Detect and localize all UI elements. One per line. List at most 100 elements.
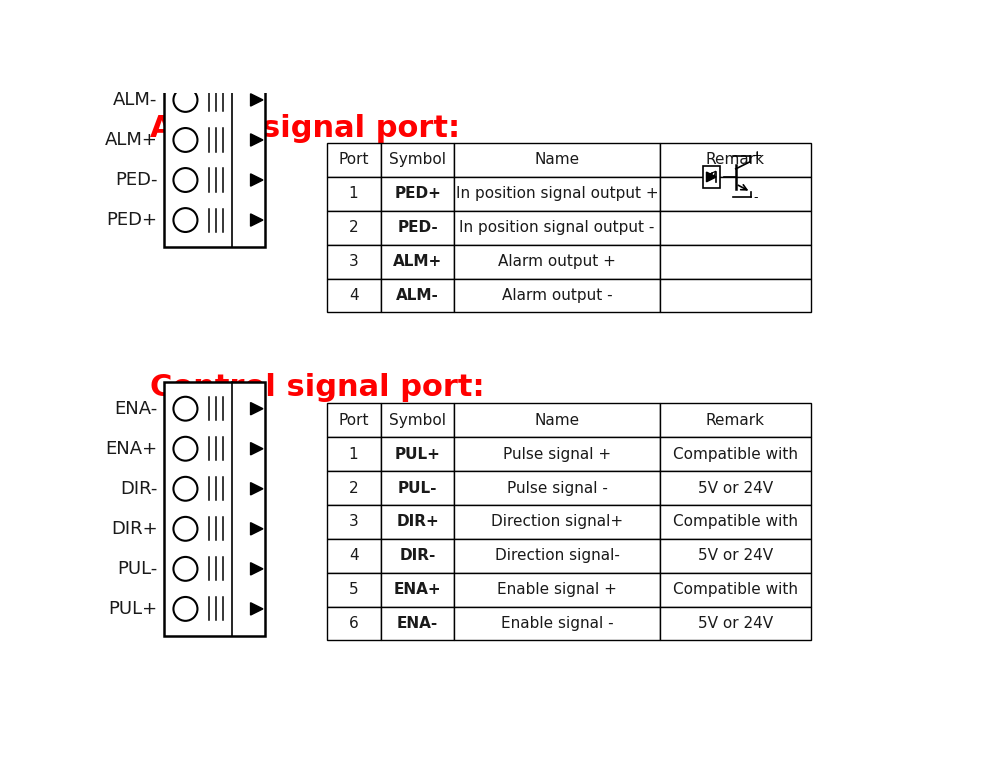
- Text: 5V or 24V: 5V or 24V: [698, 480, 773, 495]
- Text: ENA-: ENA-: [397, 616, 438, 631]
- Bar: [454, 505, 660, 539]
- Polygon shape: [251, 214, 263, 226]
- Bar: [660, 143, 811, 177]
- Text: Enable signal -: Enable signal -: [501, 616, 613, 631]
- Bar: [381, 471, 454, 505]
- Circle shape: [173, 397, 197, 421]
- Bar: [326, 505, 381, 539]
- Text: 6: 6: [349, 616, 358, 631]
- Text: Alarm output +: Alarm output +: [498, 254, 616, 269]
- Text: PUL-: PUL-: [398, 480, 437, 495]
- Text: 1: 1: [349, 446, 358, 462]
- Bar: [660, 505, 811, 539]
- Text: Compatible with: Compatible with: [673, 515, 798, 529]
- Text: 2: 2: [349, 220, 358, 236]
- Text: Compatible with: Compatible with: [673, 582, 798, 598]
- Bar: [454, 177, 660, 211]
- Text: PED+: PED+: [394, 186, 441, 202]
- Text: 1: 1: [349, 186, 358, 202]
- Polygon shape: [251, 174, 263, 186]
- Text: Compatible with: Compatible with: [673, 446, 798, 462]
- Bar: [326, 245, 381, 278]
- Bar: [326, 143, 381, 177]
- Text: ENA+: ENA+: [394, 582, 441, 598]
- Text: 3: 3: [349, 254, 358, 269]
- Text: Alarm signal port:: Alarm signal port:: [150, 114, 460, 143]
- Bar: [326, 437, 381, 471]
- Text: Name: Name: [534, 153, 580, 167]
- Polygon shape: [251, 443, 263, 455]
- Bar: [660, 607, 811, 640]
- Polygon shape: [251, 483, 263, 495]
- Bar: [703, 166, 720, 188]
- Bar: [454, 607, 660, 640]
- Bar: [454, 143, 660, 177]
- Circle shape: [173, 557, 197, 580]
- Bar: [454, 211, 660, 245]
- Bar: [660, 211, 811, 245]
- Text: Remark: Remark: [706, 413, 765, 428]
- Text: Port: Port: [338, 153, 369, 167]
- Bar: [660, 245, 811, 278]
- Text: ALM+: ALM+: [393, 254, 442, 269]
- Text: Direction signal+: Direction signal+: [491, 515, 623, 529]
- Bar: [660, 177, 811, 211]
- Text: 4: 4: [349, 548, 358, 563]
- Circle shape: [173, 437, 197, 460]
- Circle shape: [173, 517, 197, 541]
- Polygon shape: [251, 134, 263, 146]
- Bar: [326, 607, 381, 640]
- Circle shape: [173, 208, 197, 232]
- Bar: [326, 177, 381, 211]
- Text: -: -: [753, 191, 758, 204]
- Text: PED+: PED+: [107, 211, 158, 229]
- Text: ALM-: ALM-: [396, 288, 439, 303]
- Text: In position signal output +: In position signal output +: [456, 186, 658, 202]
- Text: PUL-: PUL-: [117, 560, 158, 578]
- Text: 5: 5: [349, 582, 358, 598]
- Circle shape: [173, 88, 197, 112]
- Text: PED-: PED-: [397, 220, 438, 236]
- Text: 3: 3: [349, 515, 358, 529]
- Text: +: +: [752, 149, 763, 162]
- Bar: [381, 573, 454, 607]
- Bar: [326, 278, 381, 312]
- Bar: [454, 278, 660, 312]
- Bar: [454, 437, 660, 471]
- Text: Remark: Remark: [706, 153, 765, 167]
- Text: Port: Port: [338, 413, 369, 428]
- Text: 2: 2: [349, 480, 358, 495]
- Text: Symbol: Symbol: [389, 413, 446, 428]
- Text: ENA-: ENA-: [114, 400, 158, 418]
- Text: PED-: PED-: [115, 171, 158, 189]
- Bar: [381, 505, 454, 539]
- Text: ENA+: ENA+: [105, 439, 158, 458]
- Bar: [326, 211, 381, 245]
- Bar: [381, 143, 454, 177]
- Polygon shape: [251, 522, 263, 535]
- Bar: [454, 403, 660, 437]
- Bar: [381, 403, 454, 437]
- Bar: [660, 573, 811, 607]
- Text: Pulse signal -: Pulse signal -: [507, 480, 608, 495]
- Text: Control signal port:: Control signal port:: [150, 373, 484, 401]
- Circle shape: [173, 477, 197, 501]
- Text: DIR+: DIR+: [111, 520, 158, 538]
- Circle shape: [173, 128, 197, 152]
- Bar: [381, 539, 454, 573]
- Bar: [326, 403, 381, 437]
- Polygon shape: [706, 172, 716, 182]
- Bar: [381, 278, 454, 312]
- Bar: [660, 471, 811, 505]
- Text: DIR+: DIR+: [396, 515, 439, 529]
- Text: Symbol: Symbol: [389, 153, 446, 167]
- Bar: [381, 437, 454, 471]
- Text: DIR-: DIR-: [399, 548, 436, 563]
- Text: Name: Name: [534, 413, 580, 428]
- Text: Pulse signal +: Pulse signal +: [503, 446, 611, 462]
- Bar: [326, 471, 381, 505]
- Text: PUL+: PUL+: [108, 600, 158, 618]
- Text: ALM-: ALM-: [113, 91, 158, 109]
- Polygon shape: [251, 94, 263, 106]
- Bar: [164, 73, 264, 247]
